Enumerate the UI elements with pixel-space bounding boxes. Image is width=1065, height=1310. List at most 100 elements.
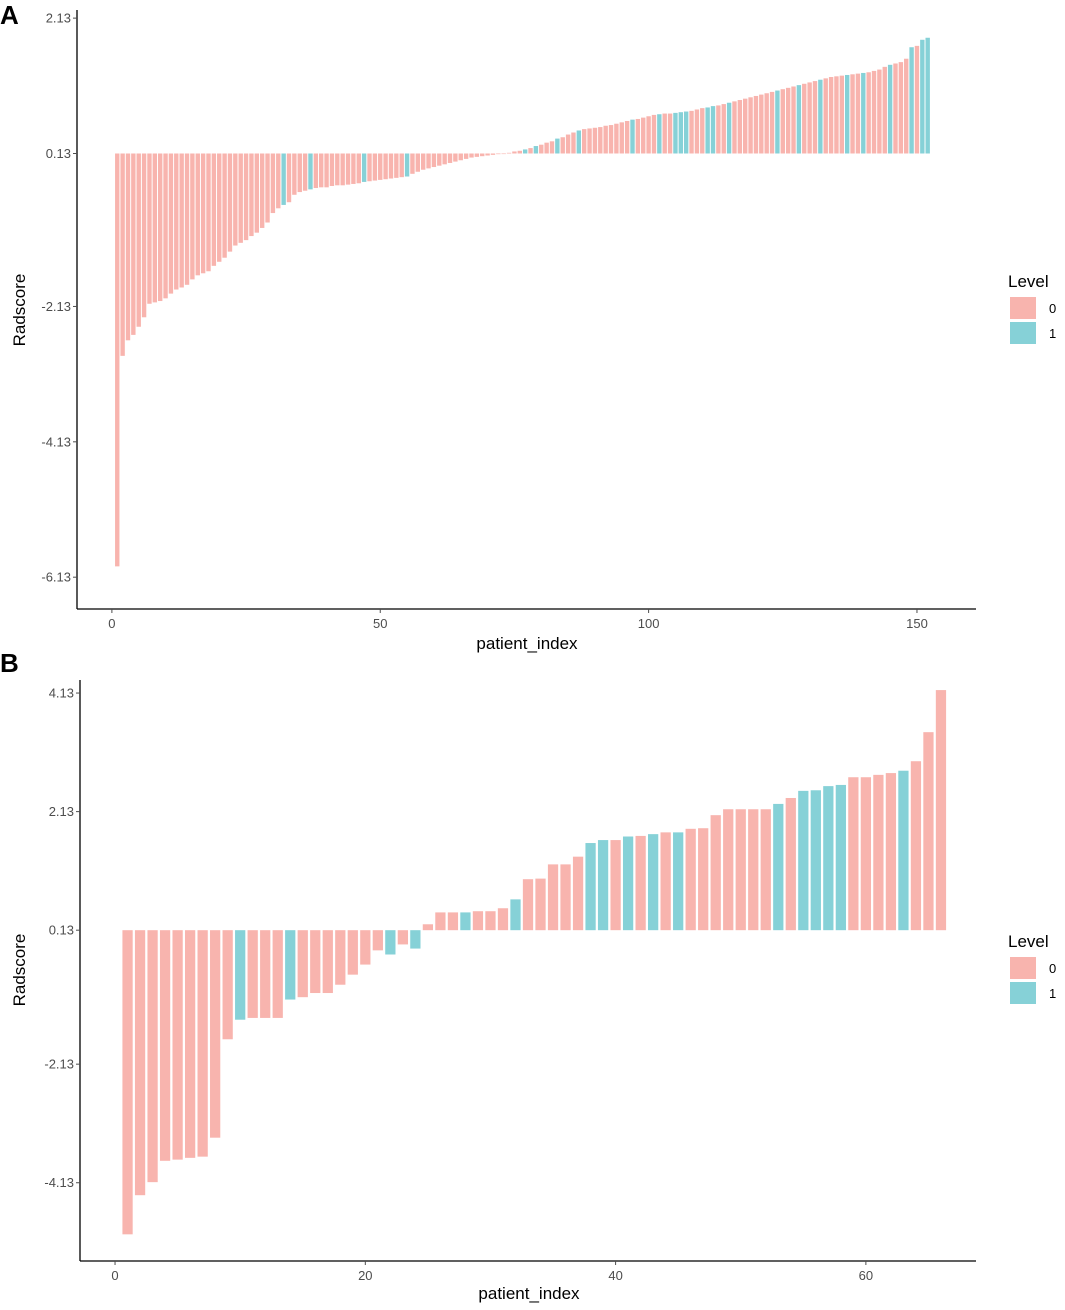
panel-b-bar-38 [585,843,596,931]
panel-a-bar-75 [512,151,517,154]
panel-b-bar-40 [610,840,621,931]
panel-a-x-axis: 0 50 100 150 [77,608,976,631]
panel-a-bar-73 [501,153,506,155]
panel-b-y-tick-label: -4.13 [44,1175,74,1190]
panel-b-bar-48 [710,815,721,931]
panel-a-bar-20 [217,153,222,262]
panel-a-bar-95 [619,122,624,154]
panel-a-bar-137 [844,74,850,154]
panel-b-y-axis-title: Radscore [10,934,29,1007]
panel-b-bar-29 [472,911,484,931]
panel-a-bar-63 [447,153,453,163]
panel-a-bar-77 [522,149,528,154]
panel-a-bar-90 [592,127,598,154]
panel-a-bar-7 [147,153,152,304]
panel-b-bar-60 [860,777,872,931]
panel-a-bar-4 [131,153,136,335]
panel-a-bar-32 [281,153,286,205]
panel-b-bar-19 [347,930,358,975]
panel-b-bar-34 [535,878,546,931]
panel-a-bar-134 [828,77,834,154]
panel-a-bar-92 [603,125,608,154]
panel-b-bar-10 [235,930,246,1020]
panel-a-bar-152 [925,37,930,154]
panel-a-bar-33 [286,153,292,203]
panel-b-y-tick-label: -2.13 [44,1057,74,1072]
panel-b-bar-35 [547,864,559,931]
panel-a-bar-74 [506,152,512,154]
panel-b-bar-58 [835,784,846,931]
panel-a-bar-28 [259,153,265,228]
panel-a-bar-47 [361,153,367,182]
panel-a-legend-label-1: 1 [1049,326,1056,341]
panel-b-bar-36 [560,864,571,931]
panel-a-bar-144 [882,66,887,154]
panel-a-bar-46 [356,153,361,184]
panel-b-y-axis: 4.13 2.13 0.13 -2.13 -4.13 [44,680,81,1261]
panel-b-bar-16 [310,930,321,994]
panel-a-bar-65 [458,153,463,161]
panel-a-legend: Level 0 1 [1008,272,1056,344]
panel-b-bar-3 [147,930,158,1183]
panel-b-legend-key-1 [1010,982,1036,1004]
panel-a-bar-141 [866,72,871,154]
panel-a-bar-39 [319,153,324,188]
panel-a-bar-10 [163,153,168,299]
panel-a-bar-56 [410,153,415,174]
panel-a-bar-36 [302,153,308,191]
panel-b-bar-57 [823,786,834,931]
panel-a-bar-148 [904,58,909,154]
panel-a-bar-130 [807,82,812,154]
panel-a-bar-25 [243,153,249,241]
panel-a-bar-70 [485,153,490,156]
panel-a-bar-45 [351,153,356,184]
panel-a-bar-24 [238,153,243,243]
panel-b-bar-51 [748,809,759,931]
panel-b-bar-21 [372,930,383,951]
panel-a-bar-51 [383,153,388,180]
panel-a-bar-23 [233,153,238,246]
panel-b-bar-20 [360,930,371,965]
panel-b-bar-13 [272,930,283,1018]
panel-a-y-axis: 2.13 0.13 -2.13 -4.13 -6.13 [41,10,78,609]
panel-a-bar-42 [335,153,340,186]
panel-b-x-tick-label: 40 [608,1268,622,1283]
panel-a-bar-151 [920,39,925,154]
panel-b-y-tick-label: 4.13 [49,686,74,701]
panel-b-bar-30 [485,911,496,931]
panel-b-bar-41 [622,836,634,931]
panel-a-bar-138 [850,74,855,154]
panel-b-bar-53 [773,803,784,931]
panel-b-legend-key-0 [1010,957,1036,979]
panel-b-legend-label-1: 1 [1049,986,1056,1001]
panel-b-bar-50 [735,809,746,931]
panel-a-bar-9 [157,153,163,302]
panel-a-bar-86 [571,132,576,154]
panel-b-bar-8 [210,930,221,1138]
panel-a-bar-115 [726,102,732,154]
panel-b-bar-27 [447,912,459,931]
panel-b-bar-22 [385,930,396,955]
panel-a-bar-82 [549,141,555,154]
panel-a-y-tick-label: 0.13 [46,146,71,161]
panel-a-bar-79 [533,146,539,154]
panel-a-bar-123 [769,91,775,154]
panel-a-bar-114 [721,104,726,154]
panel-a-bar-62 [442,153,447,165]
panel-b-bar-15 [297,930,308,998]
panel-a-bar-128 [796,85,802,154]
panel-a-bar-66 [463,153,469,159]
panel-a-bar-52 [388,153,394,179]
panel-a-bar-26 [249,153,254,237]
panel-a-bar-19 [211,153,217,266]
panel-a-bar-30 [270,153,276,214]
panel-b-bar-56 [810,790,821,931]
panel-a-bar-97 [630,119,635,154]
panel-a-bar-37 [308,153,313,190]
panel-a-bar-14 [184,153,190,285]
panel-b-bar-9 [222,930,233,1040]
panel-a-y-axis-title: Radscore [10,274,29,347]
panel-b-bar-23 [397,930,408,945]
panel-a-bar-111 [705,107,710,154]
panel-a-bar-139 [855,73,861,154]
